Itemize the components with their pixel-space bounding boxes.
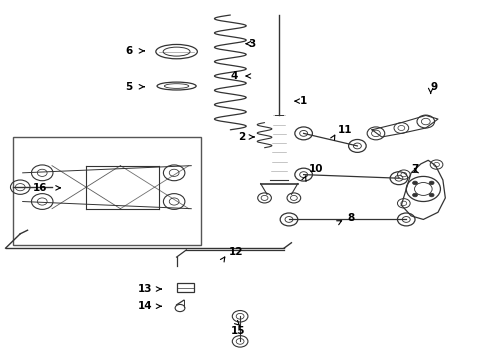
Text: 16: 16 <box>33 183 48 193</box>
Text: 1: 1 <box>300 96 308 106</box>
Text: 11: 11 <box>338 125 352 135</box>
Text: 5: 5 <box>125 82 133 92</box>
Text: 8: 8 <box>347 213 355 222</box>
Text: 13: 13 <box>138 284 152 294</box>
Text: 12: 12 <box>228 247 243 257</box>
Text: 4: 4 <box>230 71 238 81</box>
Text: 7: 7 <box>411 164 418 174</box>
Text: 2: 2 <box>238 132 245 142</box>
Bar <box>176 283 194 292</box>
Text: 15: 15 <box>230 325 245 336</box>
Circle shape <box>413 193 417 197</box>
Text: 10: 10 <box>309 164 323 174</box>
Circle shape <box>429 181 434 185</box>
Text: 9: 9 <box>431 82 438 92</box>
Text: 14: 14 <box>138 301 152 311</box>
Circle shape <box>413 181 417 185</box>
Text: 6: 6 <box>125 46 133 56</box>
Text: 3: 3 <box>248 39 256 49</box>
Bar <box>13 137 201 244</box>
Circle shape <box>429 193 434 197</box>
